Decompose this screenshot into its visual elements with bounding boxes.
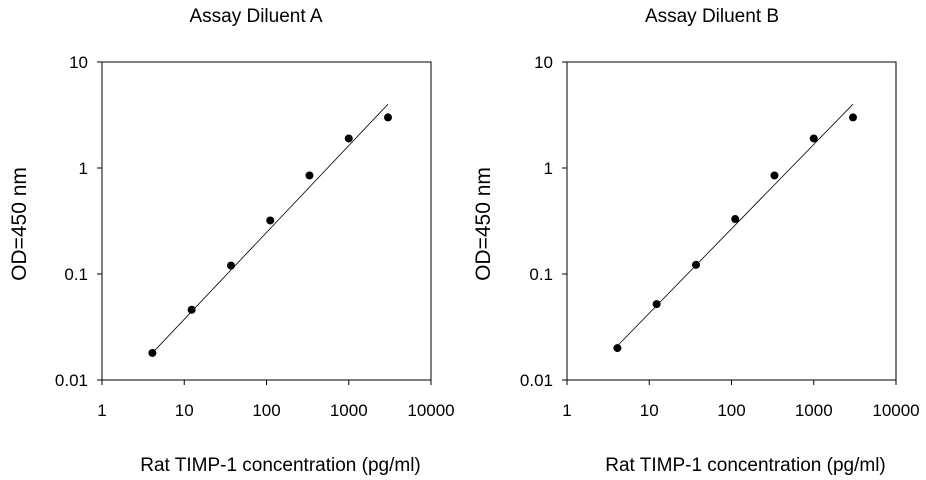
data-point: [266, 216, 275, 225]
data-point: [848, 113, 857, 122]
y-tick-label: 0.01: [520, 371, 553, 390]
data-point: [187, 305, 196, 314]
x-tick-label: 1000: [330, 401, 368, 420]
data-point: [148, 348, 157, 357]
y-tick-label: 0.1: [529, 265, 553, 284]
x-tick-label: 1000: [795, 401, 833, 420]
x-tick-label: 1: [97, 401, 106, 420]
x-axis-label: Rat TIMP-1 concentration (pg/ml): [140, 455, 421, 476]
data-point: [770, 171, 779, 180]
fit-line: [152, 103, 389, 354]
data-point: [613, 344, 622, 353]
x-tick-label: 10000: [407, 401, 454, 420]
y-tick-label: 1: [544, 159, 553, 178]
x-tick-label: 100: [717, 401, 745, 420]
y-axis-label: OD=450 nm: [8, 167, 31, 281]
x-tick-label: 100: [252, 401, 280, 420]
data-point: [383, 113, 392, 122]
data-point: [344, 134, 353, 143]
y-tick-label: 1: [79, 159, 88, 178]
chart-panel-2: Assay Diluent B 1 10 100 1000 10000 0.01 0.1 1 10…: [472, 6, 920, 476]
data-point: [731, 215, 740, 224]
data-point: [305, 171, 314, 180]
y-tick-label: 10: [534, 53, 553, 72]
fit-line: [617, 103, 854, 347]
plot-frame: [566, 61, 897, 381]
data-point: [226, 261, 235, 270]
x-tick-label: 1: [562, 401, 571, 420]
y-tick-label: 10: [69, 53, 88, 72]
data-point: [652, 300, 661, 309]
chart-panel-1: Assay Diluent A 1 10 100 1000 10000 0.01 0.1 1 10…: [8, 6, 455, 476]
data-point: [809, 134, 818, 143]
x-tick-label: 10000: [872, 401, 919, 420]
x-axis-label: Rat TIMP-1 concentration (pg/ml): [605, 455, 886, 476]
x-tick-label: 10: [640, 401, 659, 420]
chart-title: Assay Diluent B: [645, 6, 779, 27]
y-tick-label: 0.01: [55, 371, 88, 390]
chart-title: Assay Diluent A: [189, 6, 322, 27]
y-axis-label: OD=450 nm: [472, 167, 495, 281]
x-tick-label: 10: [175, 401, 194, 420]
data-point: [691, 260, 700, 269]
y-tick-label: 0.1: [64, 265, 88, 284]
